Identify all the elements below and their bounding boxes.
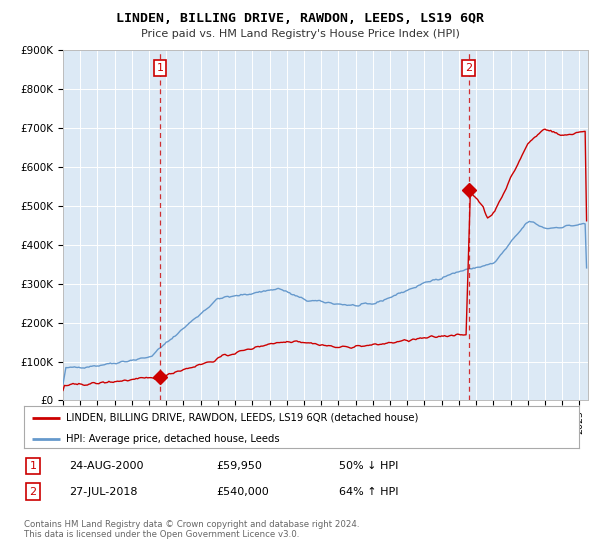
Text: 1: 1 — [29, 461, 37, 471]
Text: Contains HM Land Registry data © Crown copyright and database right 2024.
This d: Contains HM Land Registry data © Crown c… — [24, 520, 359, 539]
Text: HPI: Average price, detached house, Leeds: HPI: Average price, detached house, Leed… — [65, 434, 279, 444]
Text: 24-AUG-2000: 24-AUG-2000 — [69, 461, 143, 471]
Text: £540,000: £540,000 — [216, 487, 269, 497]
Text: 50% ↓ HPI: 50% ↓ HPI — [339, 461, 398, 471]
Text: £59,950: £59,950 — [216, 461, 262, 471]
Text: LINDEN, BILLING DRIVE, RAWDON, LEEDS, LS19 6QR: LINDEN, BILLING DRIVE, RAWDON, LEEDS, LS… — [116, 12, 484, 25]
Text: 27-JUL-2018: 27-JUL-2018 — [69, 487, 137, 497]
Text: 1: 1 — [157, 63, 164, 73]
Text: Price paid vs. HM Land Registry's House Price Index (HPI): Price paid vs. HM Land Registry's House … — [140, 29, 460, 39]
Text: 2: 2 — [29, 487, 37, 497]
Text: 2: 2 — [465, 63, 472, 73]
Text: LINDEN, BILLING DRIVE, RAWDON, LEEDS, LS19 6QR (detached house): LINDEN, BILLING DRIVE, RAWDON, LEEDS, LS… — [65, 413, 418, 423]
Text: 64% ↑ HPI: 64% ↑ HPI — [339, 487, 398, 497]
